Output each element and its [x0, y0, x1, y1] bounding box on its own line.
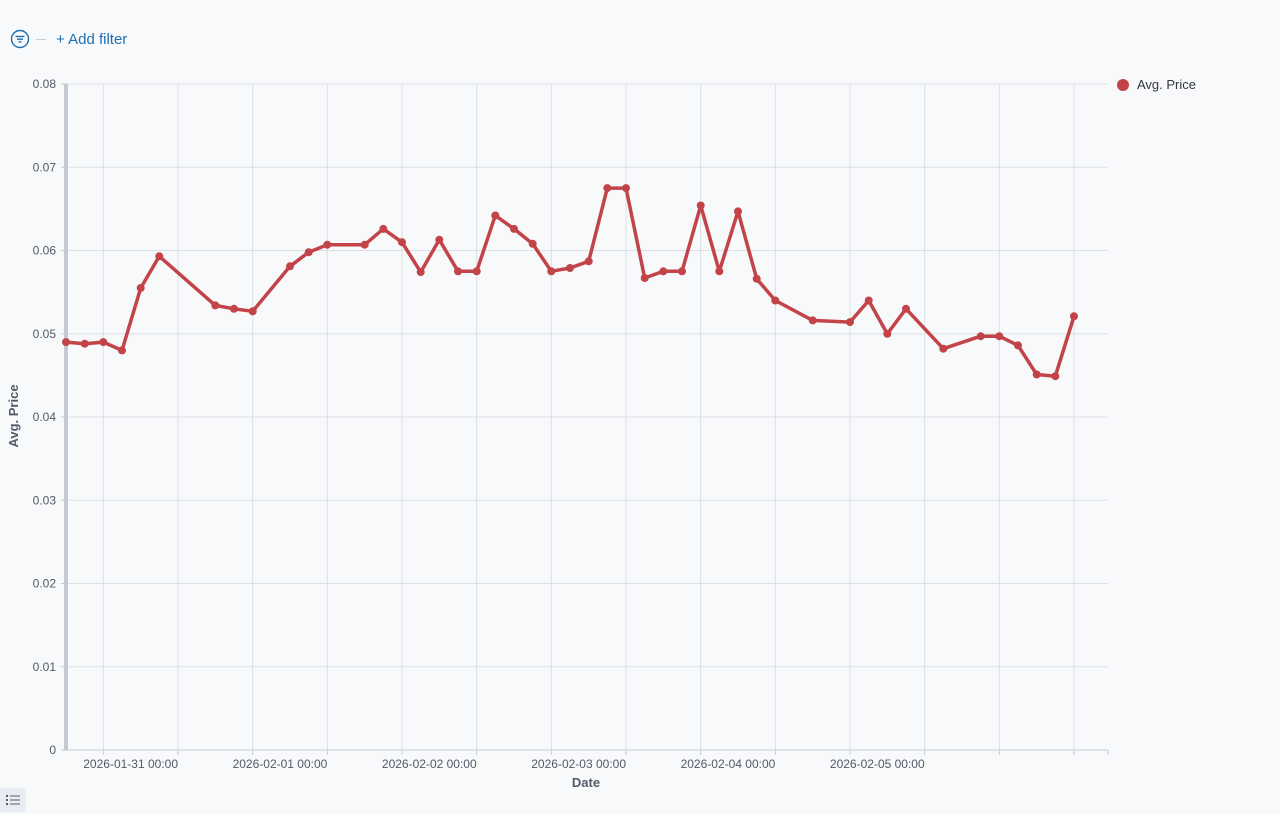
legend-label: Avg. Price	[1137, 77, 1197, 92]
legend-item-avg-price[interactable]: Avg. Price	[1117, 77, 1196, 92]
axes: 0 0.01 0.02 0.03 0.04 0.05 0.06 0.07 0.08 2026-01…	[33, 77, 1109, 771]
data-point	[1070, 312, 1078, 321]
data-point	[1051, 372, 1060, 381]
data-point	[939, 344, 948, 353]
series-avg-price	[62, 184, 1078, 381]
x-tick-label: 2026-02-02 00:00	[382, 757, 477, 771]
data-point	[1032, 370, 1041, 379]
data-point	[472, 267, 481, 276]
filter-bar: + Add filter	[10, 26, 127, 52]
data-point	[491, 211, 500, 220]
data-point	[547, 267, 556, 276]
list-icon	[6, 795, 20, 805]
data-point	[696, 201, 705, 210]
data-point	[211, 301, 220, 310]
data-point	[846, 318, 854, 327]
data-point	[734, 207, 742, 216]
data-point	[454, 267, 462, 276]
data-point	[323, 240, 332, 249]
data-point	[99, 338, 108, 347]
y-tick-label: 0.04	[33, 410, 57, 424]
data-point	[155, 252, 164, 261]
y-tick-label: 0.03	[33, 493, 57, 507]
x-axis-title: Date	[572, 775, 600, 790]
x-tick-label: 2026-02-05 00:00	[830, 757, 925, 771]
y-tick-label: 0.01	[33, 660, 57, 674]
series-line	[64, 186, 1076, 378]
data-point	[808, 316, 817, 325]
legend-swatch	[1117, 78, 1129, 91]
data-point	[864, 296, 873, 305]
data-point	[752, 274, 761, 283]
data-point	[62, 338, 70, 347]
data-point	[510, 224, 518, 233]
data-point	[379, 224, 388, 233]
data-point	[622, 184, 630, 193]
data-point	[398, 238, 406, 247]
data-point	[118, 346, 126, 355]
data-point	[715, 267, 724, 276]
data-point	[80, 339, 89, 348]
x-tick-label: 2026-02-01 00:00	[233, 757, 328, 771]
data-point	[902, 304, 910, 313]
data-point	[584, 257, 593, 266]
data-point	[678, 267, 686, 276]
grid-lines	[66, 83, 1108, 751]
list-view-button[interactable]	[0, 788, 26, 812]
data-point	[995, 332, 1004, 341]
data-point	[976, 332, 985, 341]
add-filter-button[interactable]: + Add filter	[56, 30, 128, 48]
x-tick-label: 2026-01-31 00:00	[83, 757, 178, 771]
y-tick-label: 0.02	[33, 577, 57, 591]
y-tick-label: 0.06	[33, 244, 57, 258]
data-point	[304, 248, 313, 257]
x-tick-label: 2026-02-03 00:00	[531, 757, 626, 771]
data-point	[659, 267, 668, 276]
data-point	[248, 307, 257, 316]
filter-separator	[36, 38, 46, 40]
data-point	[435, 235, 444, 244]
data-point	[230, 304, 238, 313]
y-tick-label: 0.05	[33, 327, 57, 341]
y-tick-label: 0.07	[33, 160, 57, 174]
filter-icon[interactable]	[10, 29, 30, 49]
data-point	[640, 274, 649, 282]
data-point	[528, 239, 537, 248]
data-point	[603, 184, 612, 193]
data-point	[771, 296, 780, 305]
data-point	[360, 240, 369, 249]
data-point	[1014, 341, 1022, 350]
y-axis-title: Avg. Price	[6, 384, 21, 447]
data-point	[416, 268, 425, 277]
y-tick-label: 0	[49, 743, 56, 757]
data-point	[883, 329, 892, 338]
x-tick-label: 2026-02-04 00:00	[681, 757, 776, 771]
data-point	[136, 284, 145, 292]
y-tick-label: 0.08	[33, 77, 57, 91]
data-point	[566, 264, 574, 272]
data-point	[286, 262, 294, 271]
